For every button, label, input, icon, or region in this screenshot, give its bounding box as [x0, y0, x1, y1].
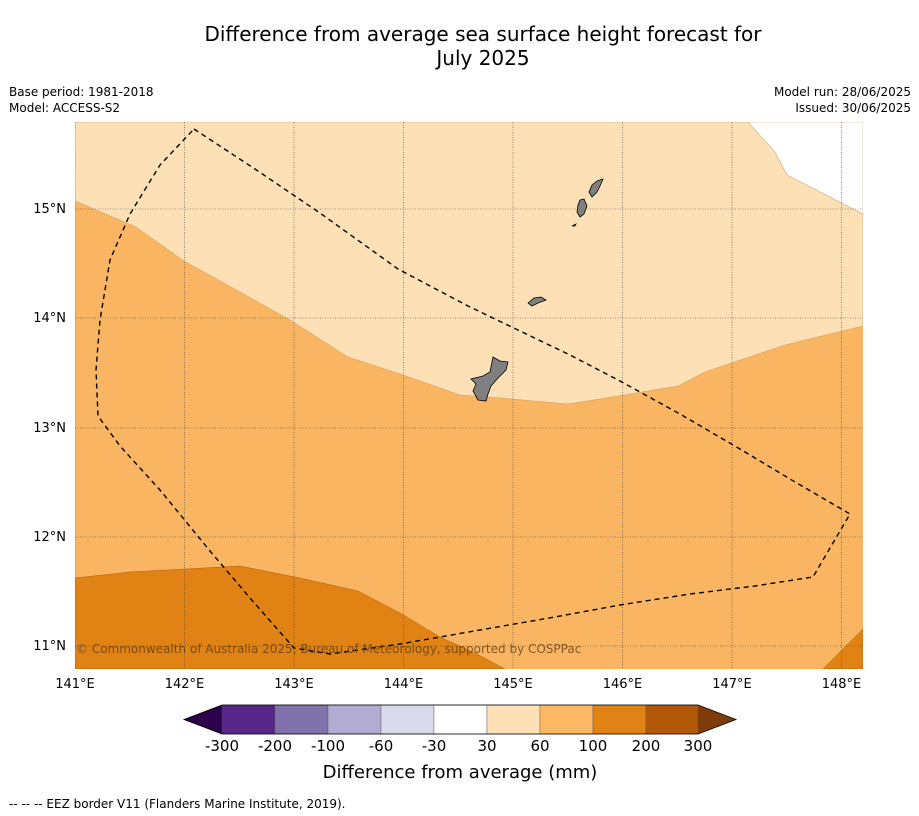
- colorbar-bin: [539, 704, 594, 735]
- map-area: © Commonwealth of Australia 2025, Bureau…: [75, 122, 863, 669]
- chart-title: Difference from average sea surface heig…: [0, 22, 919, 70]
- lat-label: 12°N: [33, 530, 66, 545]
- lon-label: 145°E: [493, 677, 533, 692]
- lon-label: 144°E: [384, 677, 424, 692]
- colorbar-outline: [182, 704, 738, 735]
- colorbar-tick-label: -60: [369, 737, 394, 755]
- aguijan-island: [571, 223, 577, 227]
- colorbar-bin: [380, 704, 435, 735]
- footnote: -- -- -- EEZ border V11 (Flanders Marine…: [9, 797, 346, 811]
- meta-left: Base period: 1981-2018 Model: ACCESS-S2: [9, 84, 154, 116]
- colorbar-bin: [433, 704, 488, 735]
- colorbar-tick-label: 30: [477, 737, 496, 755]
- lat-label: 14°N: [33, 311, 66, 326]
- colorbar-tick-label: 100: [579, 737, 608, 755]
- copyright-text: © Commonwealth of Australia 2025, Bureau…: [76, 642, 581, 656]
- contour-band-neutral: [747, 122, 863, 215]
- gridlines: [75, 122, 863, 669]
- colorbar-tick-label: 60: [530, 737, 549, 755]
- lon-label: 146°E: [603, 677, 643, 692]
- tinian-island: [576, 198, 588, 218]
- rota-island: [527, 296, 547, 307]
- longitude-labels: 141°E 142°E 143°E 144°E 145°E 146°E 147°…: [55, 677, 861, 692]
- lat-label: 15°N: [33, 202, 66, 217]
- colorbar-bin: [592, 704, 647, 735]
- colorbar-bin: [221, 704, 276, 735]
- lon-label: 141°E: [55, 677, 95, 692]
- lon-label: 142°E: [165, 677, 205, 692]
- colorbar-bin: [486, 704, 541, 735]
- lat-label: 11°N: [33, 639, 66, 654]
- colorbar-bin: [274, 704, 329, 735]
- colorbar-tick-label: -100: [311, 737, 345, 755]
- guam-island: [470, 356, 509, 402]
- model-run-text: Model run: 28/06/2025: [773, 85, 911, 99]
- title-line-2: July 2025: [436, 46, 530, 70]
- contour-band-100-200-east: [822, 628, 863, 669]
- lon-label: 148°E: [822, 677, 862, 692]
- colorbar-tick-label: -200: [258, 737, 292, 755]
- colorbar-bin: [327, 704, 382, 735]
- colorbar-labels: -300 -200 -100 -60 -30 30 60 100 200 300: [205, 737, 712, 755]
- contour-band-100-200-west: [75, 565, 506, 669]
- lon-label: 147°E: [712, 677, 752, 692]
- land-islands: [470, 178, 604, 402]
- colorbar-high-extend: [698, 705, 736, 734]
- model-text: Model: ACCESS-S2: [9, 101, 121, 115]
- colorbar-tick-label: -30: [422, 737, 447, 755]
- lon-label: 143°E: [274, 677, 314, 692]
- issued-text: Issued: 30/06/2025: [795, 101, 911, 115]
- latitude-labels: 11°N 12°N 13°N 14°N 15°N: [33, 202, 66, 654]
- saipan-island: [588, 178, 604, 198]
- colorbar-bin: [645, 704, 699, 735]
- meta-right: Model run: 28/06/2025 Issued: 30/06/2025: [774, 84, 911, 116]
- colorbar-tick-label: 300: [684, 737, 713, 755]
- eez-border: [95, 128, 851, 655]
- colorbar-low-extend: [184, 705, 222, 734]
- colorbar-tick-label: -300: [205, 737, 239, 755]
- title-line-1: Difference from average sea surface heig…: [204, 22, 762, 46]
- colorbar-title: Difference from average (mm): [323, 762, 598, 783]
- colorbar-tick-label: 200: [632, 737, 661, 755]
- base-period-text: Base period: 1981-2018: [9, 85, 154, 99]
- lat-label: 13°N: [33, 421, 66, 436]
- colorbar: [182, 704, 738, 735]
